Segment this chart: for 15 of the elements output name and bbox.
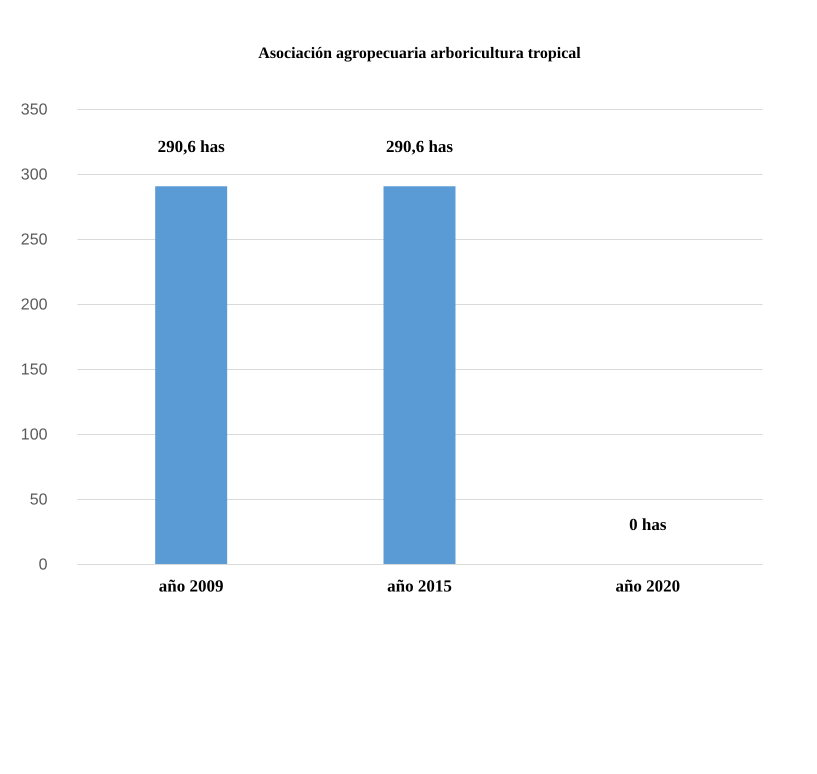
y-tick-label: 50	[30, 492, 48, 508]
data-label: 290,6 has	[386, 137, 454, 156]
y-tick-label: 100	[20, 426, 48, 444]
y-tick-label: 350	[20, 102, 48, 118]
y-tick-label: 150	[20, 362, 48, 378]
x-tick-label: año 2015	[387, 576, 452, 596]
y-tick-label: 200	[20, 296, 48, 314]
x-tick-label: año 2020	[615, 576, 680, 596]
x-tick-label: año 2009	[158, 576, 224, 596]
data-label: 290,6 has	[158, 137, 226, 156]
y-tick-label: 300	[20, 166, 48, 184]
data-label: 0 has	[629, 515, 667, 534]
chart-title: Asociación agropecuaria arboricultura tropical	[258, 45, 582, 62]
y-tick-label: 0	[38, 556, 48, 574]
y-tick-label: 250	[20, 232, 48, 248]
